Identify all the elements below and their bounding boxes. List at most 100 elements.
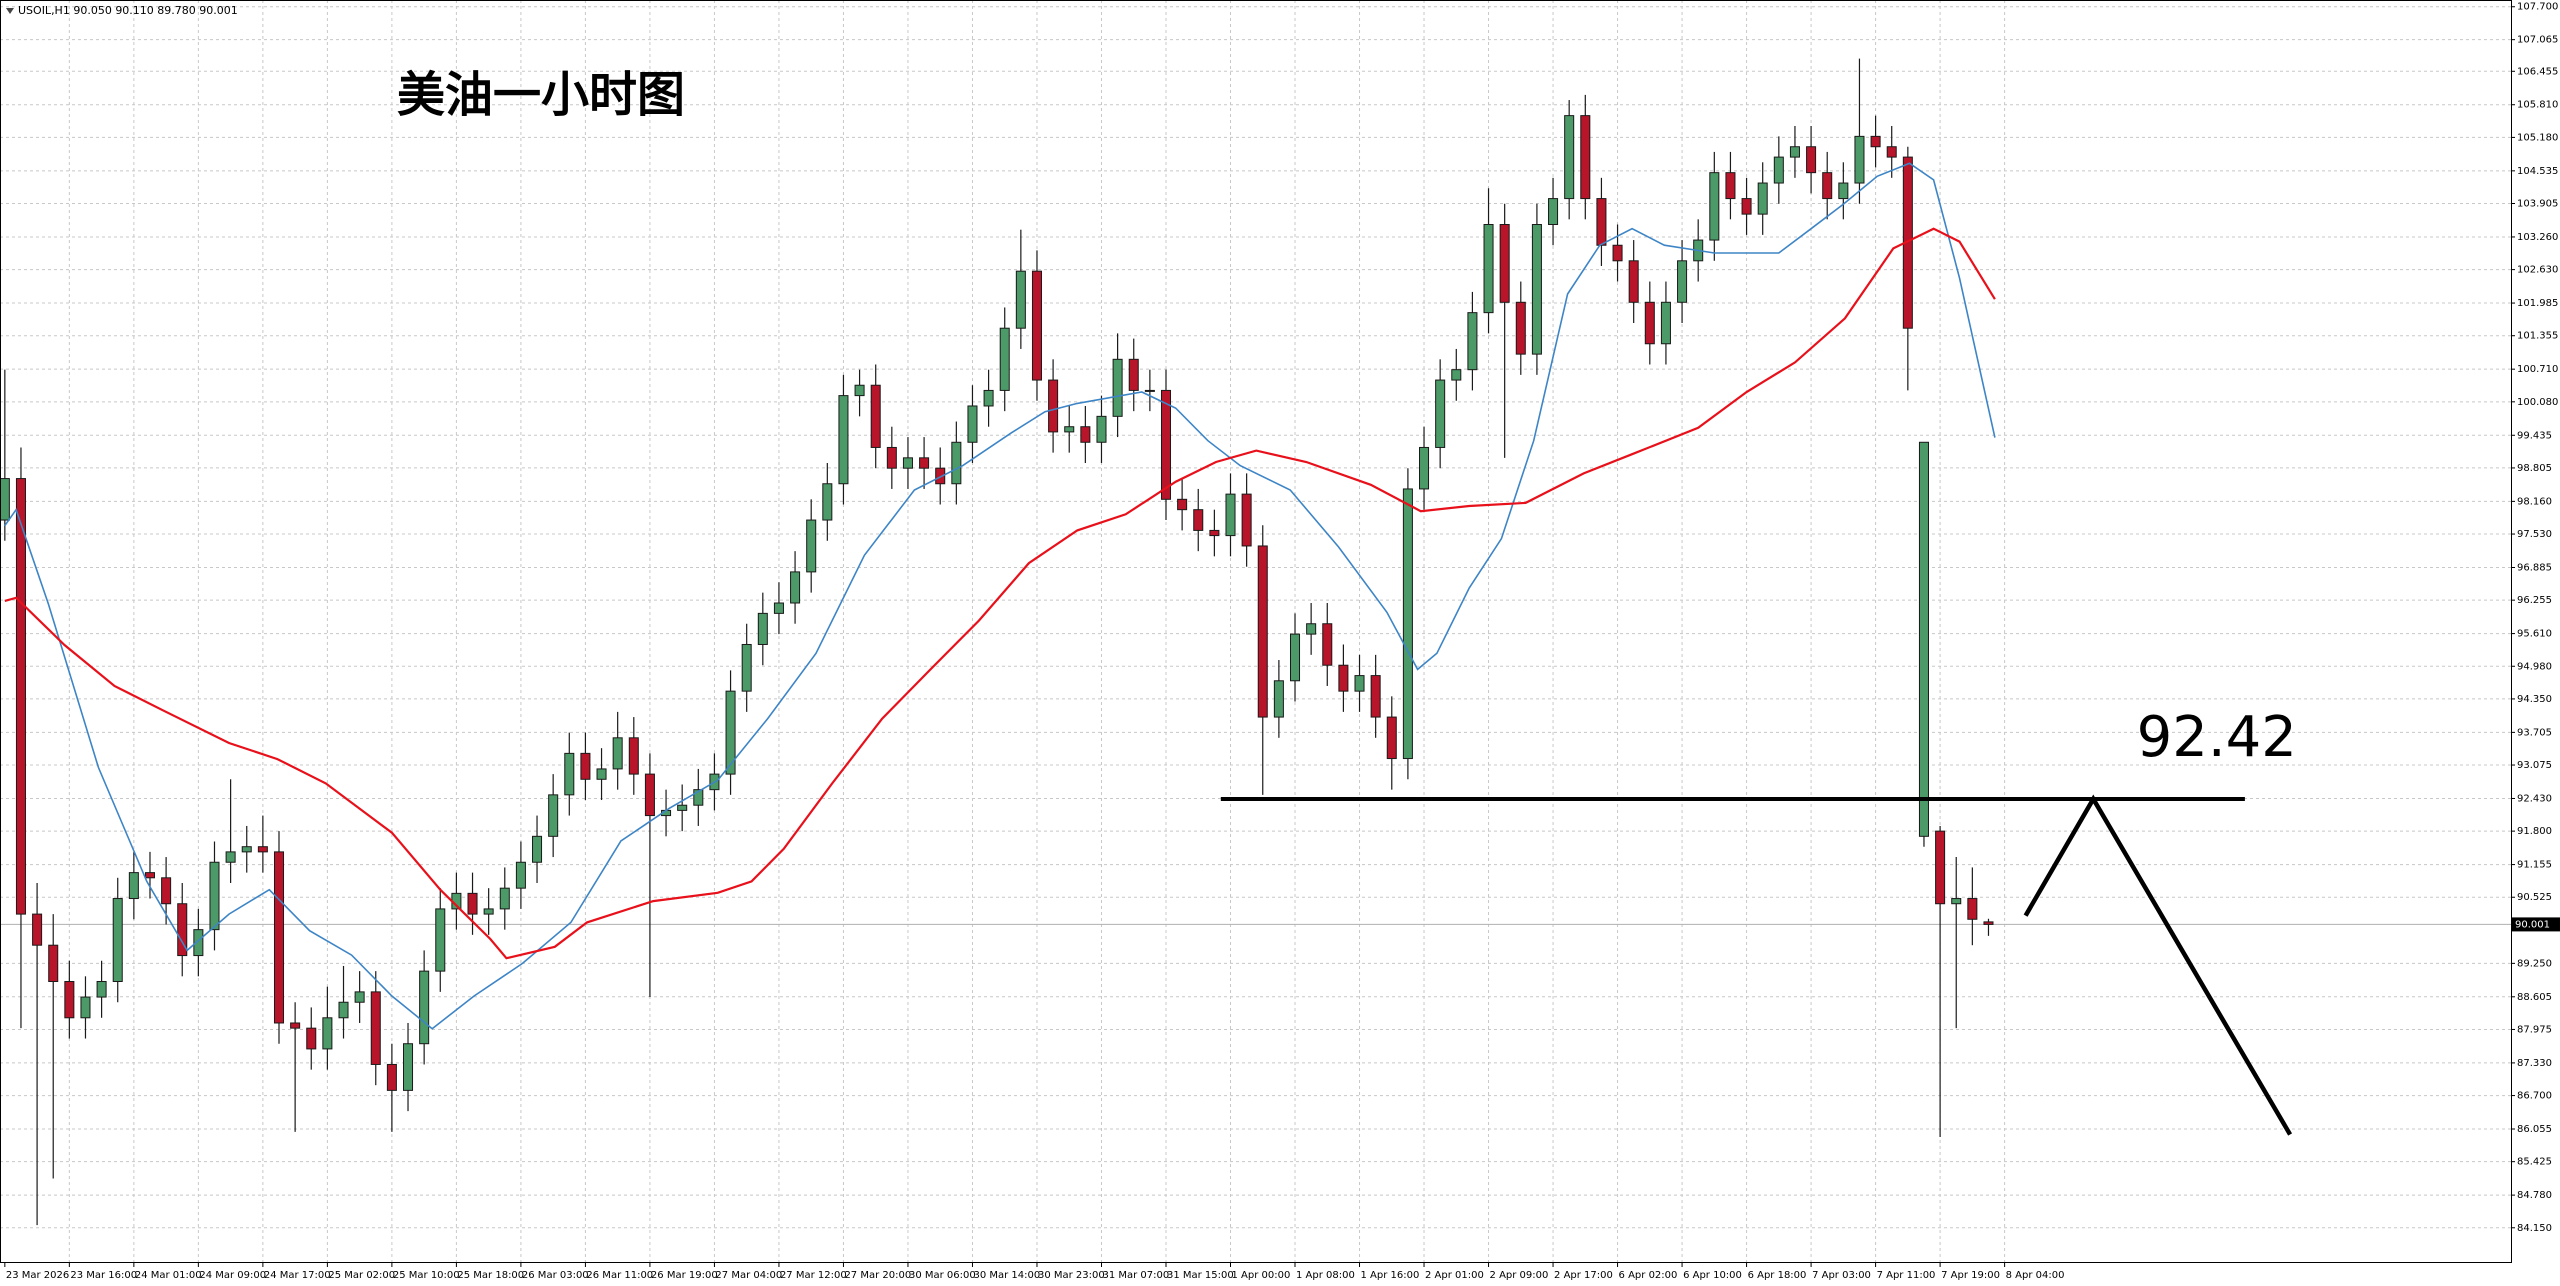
candle-body <box>822 483 833 521</box>
x-tick-label: 27 Mar 20:00 <box>844 1270 911 1281</box>
candle-body <box>1644 301 1655 345</box>
x-tick-label: 1 Apr 00:00 <box>1232 1270 1291 1281</box>
chart-title: 美油一小时图 <box>397 67 685 123</box>
x-tick-label: 26 Mar 19:00 <box>651 1270 718 1281</box>
candle-body <box>693 789 704 806</box>
marks <box>0 58 2293 1226</box>
candle-body <box>1177 498 1188 511</box>
y-tick-label: 89.250 <box>2517 958 2552 969</box>
candle-body <box>32 913 43 946</box>
candle-body <box>322 1017 333 1050</box>
x-tick-label: 1 Apr 08:00 <box>1296 1270 1355 1281</box>
candle-body <box>1531 224 1542 355</box>
candle-body <box>15 478 26 915</box>
candle-body <box>1338 664 1349 692</box>
y-tick-label: 90.525 <box>2517 892 2552 903</box>
x-tick-label: 26 Mar 03:00 <box>522 1270 589 1281</box>
y-tick-label: 88.605 <box>2517 992 2552 1003</box>
candle-body <box>64 980 75 1019</box>
candle-body <box>403 1043 414 1091</box>
candle-body <box>725 690 736 775</box>
candle-body <box>515 861 526 889</box>
candle-body <box>1112 358 1123 417</box>
x-tick-label: 7 Apr 19:00 <box>1941 1270 2000 1281</box>
moving-average <box>4 162 1996 1030</box>
candle-body <box>1580 115 1591 200</box>
candle-body <box>1241 493 1252 547</box>
candle-body <box>1741 198 1752 215</box>
x-tick-label: 27 Mar 04:00 <box>715 1270 782 1281</box>
x-tick-label: 1 Apr 16:00 <box>1361 1270 1420 1281</box>
candle-body <box>983 389 994 407</box>
y-tick-label: 107.065 <box>2517 35 2558 46</box>
y-tick-label: 93.705 <box>2517 727 2552 738</box>
moving-average <box>4 227 1996 960</box>
candle-body <box>370 991 381 1065</box>
candle-body <box>1209 529 1220 537</box>
candle-body <box>612 737 623 770</box>
y-tick-label: 103.260 <box>2517 232 2558 243</box>
candle-body <box>1419 446 1430 490</box>
x-tick-label: 24 Mar 01:00 <box>135 1270 202 1281</box>
candle-body <box>1822 172 1833 200</box>
candle-body <box>48 944 59 982</box>
candle-body <box>112 898 123 982</box>
candle-body <box>1483 224 1494 314</box>
candle-body <box>1951 898 1962 905</box>
y-tick-label: 99.435 <box>2517 430 2552 441</box>
candle-body <box>435 908 446 972</box>
candle-body <box>854 384 865 397</box>
x-tick-label: 27 Mar 12:00 <box>780 1270 847 1281</box>
candle-body <box>1725 172 1736 200</box>
candle-body <box>1806 146 1817 174</box>
candle-body <box>1064 426 1075 433</box>
candle-body <box>1451 369 1462 381</box>
candle-body <box>1048 379 1059 433</box>
candle-body <box>967 405 978 443</box>
x-tick-label: 23 Mar 16:00 <box>70 1270 137 1281</box>
candle-body <box>951 441 962 485</box>
candle-body <box>741 643 752 692</box>
candle-body <box>1096 415 1107 443</box>
candle-body <box>1193 509 1204 531</box>
candle-body <box>806 519 817 573</box>
x-tick-label: 6 Apr 02:00 <box>1619 1270 1678 1281</box>
x-tick-label: 2 Apr 01:00 <box>1425 1270 1484 1281</box>
y-tick-label: 107.700 <box>2517 2 2558 13</box>
y-tick-label: 87.975 <box>2517 1024 2552 1035</box>
candle-body <box>338 1001 349 1019</box>
candle-body <box>419 970 430 1045</box>
y-tick-label: 85.425 <box>2517 1157 2552 1168</box>
x-tick-label: 24 Mar 09:00 <box>199 1270 266 1281</box>
candle-body <box>1370 675 1381 718</box>
candle-body <box>1289 633 1301 682</box>
candle-body <box>773 602 784 614</box>
candle-body <box>1886 146 1897 158</box>
candle-body <box>1612 244 1623 262</box>
x-tick-label: 2 Apr 09:00 <box>1490 1270 1549 1281</box>
x-tick-label: 30 Mar 14:00 <box>973 1270 1040 1281</box>
candle-body <box>1306 623 1317 635</box>
x-tick-label: 6 Apr 18:00 <box>1748 1270 1807 1281</box>
candle-body <box>386 1063 397 1091</box>
candle-body <box>80 996 91 1019</box>
x-tick-label: 8 Apr 04:00 <box>2006 1270 2065 1281</box>
grid <box>0 0 2511 1262</box>
candle-body <box>1273 680 1284 718</box>
candle-body <box>1402 488 1413 760</box>
y-tick-label: 91.155 <box>2517 860 2552 871</box>
y-tick-label: 105.180 <box>2517 132 2558 143</box>
candle-body <box>1354 675 1365 692</box>
y-tick-label: 101.985 <box>2517 298 2558 309</box>
price-label: 90.001 <box>2515 919 2550 930</box>
x-tick-label: 25 Mar 18:00 <box>457 1270 524 1281</box>
candle-body <box>1548 198 1559 226</box>
header-icon <box>6 8 14 14</box>
x-tick-label: 2 Apr 17:00 <box>1554 1270 1613 1281</box>
y-tick-label: 87.330 <box>2517 1058 2552 1069</box>
x-tick-label: 23 Mar 2026 <box>6 1270 69 1281</box>
candle-body <box>0 478 10 521</box>
candle-body <box>628 737 639 775</box>
candle-body <box>193 929 204 957</box>
candle-body <box>257 846 268 853</box>
